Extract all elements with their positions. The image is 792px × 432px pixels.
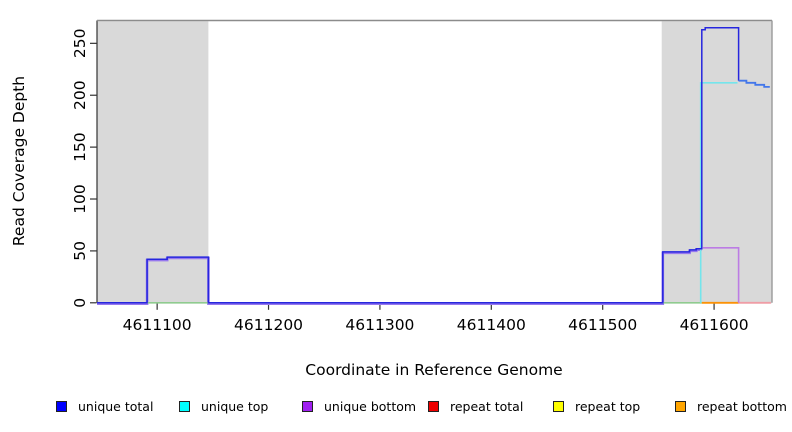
legend-label: repeat bottom (697, 398, 787, 414)
series-unique-line (702, 247, 740, 303)
legend-swatch-icon (56, 400, 67, 412)
legend-swatch-icon (179, 400, 190, 412)
x-tick-label: 4611400 (457, 316, 526, 334)
legend-swatch-icon (302, 400, 313, 412)
legend-item-repeat-bottom: repeat bottom (675, 398, 787, 414)
x-tick-label: 4611200 (234, 316, 303, 334)
y-tick-label: 50 (71, 241, 89, 261)
legend-item-unique-top: unique top (179, 398, 268, 414)
legend-swatch-icon (553, 400, 564, 412)
series-unique-total-tail-line (738, 79, 770, 88)
legend-label: unique bottom (324, 398, 417, 414)
x-tick-label: 4611300 (345, 316, 414, 334)
series-unique-line (97, 27, 740, 304)
legend-swatch-icon (675, 400, 686, 412)
y-tick-label: 150 (71, 132, 89, 162)
legend: unique total unique top unique bottom repea… (0, 398, 792, 418)
series-unique-bottom-underlay-line (97, 248, 702, 305)
legend-swatch-icon (428, 400, 439, 412)
legend-label: repeat total (450, 398, 524, 414)
y-tick-label: 250 (71, 29, 89, 59)
legend-label: unique top (201, 398, 269, 414)
legend-item-unique-bottom: unique bottom (302, 398, 416, 414)
series-unique-line (699, 82, 738, 303)
y-axis-title: Read Coverage Depth (10, 75, 28, 247)
masked-region-1 (97, 21, 209, 304)
y-tick-label: 100 (71, 184, 89, 214)
masked-region-2 (661, 21, 772, 304)
legend-item-repeat-total: repeat total (428, 398, 523, 414)
x-axis-title: Coordinate in Reference Genome (305, 361, 563, 379)
legend-item-repeat-top: repeat top (553, 398, 640, 414)
x-tick-label: 4611100 (123, 316, 192, 334)
y-tick-label: 200 (71, 80, 89, 110)
legend-label: unique total (78, 398, 154, 414)
x-tick-label: 4611500 (568, 316, 637, 334)
x-tick-label: 4611600 (680, 316, 749, 334)
legend-item-unique-total: unique total (56, 398, 153, 414)
y-tick-label: 0 (71, 298, 89, 308)
legend-label: repeat top (575, 398, 641, 414)
